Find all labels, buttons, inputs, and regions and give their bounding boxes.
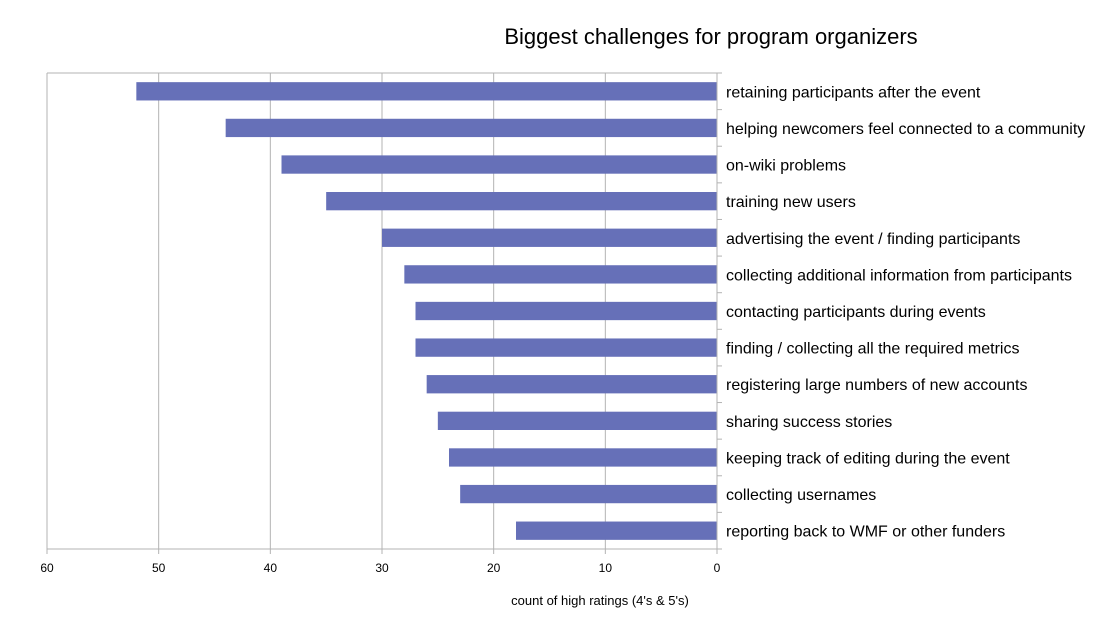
bar bbox=[437, 411, 717, 430]
category-label: on-wiki problems bbox=[726, 158, 846, 175]
category-labels: retaining participants after the event he… bbox=[726, 84, 1085, 540]
category-label: training new users bbox=[726, 194, 856, 211]
category-label: collecting additional information from p… bbox=[726, 267, 1072, 284]
bar bbox=[415, 338, 717, 357]
bar bbox=[136, 82, 718, 101]
bar bbox=[449, 448, 717, 467]
category-label: advertising the event / finding particip… bbox=[726, 231, 1020, 248]
bar bbox=[382, 228, 717, 247]
x-axis-title: count of high ratings (4's & 5's) bbox=[511, 593, 689, 608]
x-tick-label: 10 bbox=[599, 561, 613, 575]
chart-title: Biggest challenges for program organizer… bbox=[504, 24, 917, 49]
x-tick-label: 40 bbox=[264, 561, 278, 575]
tick-labels: 60 50 40 30 20 10 0 bbox=[40, 561, 720, 575]
bar bbox=[460, 484, 717, 504]
category-label: sharing success stories bbox=[726, 414, 892, 431]
x-tick-label: 30 bbox=[375, 561, 389, 575]
x-tick-label: 50 bbox=[152, 561, 166, 575]
x-tick-label: 60 bbox=[40, 561, 54, 575]
category-label: retaining participants after the event bbox=[726, 84, 981, 101]
bar bbox=[426, 375, 717, 394]
x-tick-label: 20 bbox=[487, 561, 501, 575]
axes bbox=[46, 72, 722, 554]
bar bbox=[281, 155, 717, 174]
category-label: helping newcomers feel connected to a co… bbox=[726, 121, 1085, 138]
bar bbox=[225, 118, 717, 138]
bars bbox=[136, 82, 718, 540]
bar bbox=[415, 301, 717, 321]
x-tick-label: 0 bbox=[714, 561, 721, 575]
bar bbox=[326, 192, 717, 211]
category-label: registering large numbers of new account… bbox=[726, 377, 1028, 394]
bar bbox=[404, 265, 717, 284]
category-label: reporting back to WMF or other funders bbox=[726, 524, 1005, 541]
bar bbox=[516, 521, 717, 540]
category-label: contacting participants during events bbox=[726, 304, 986, 321]
category-label: keeping track of editing during the even… bbox=[726, 450, 1010, 467]
category-label: finding / collecting all the required me… bbox=[726, 341, 1019, 358]
category-label: collecting usernames bbox=[726, 487, 876, 504]
